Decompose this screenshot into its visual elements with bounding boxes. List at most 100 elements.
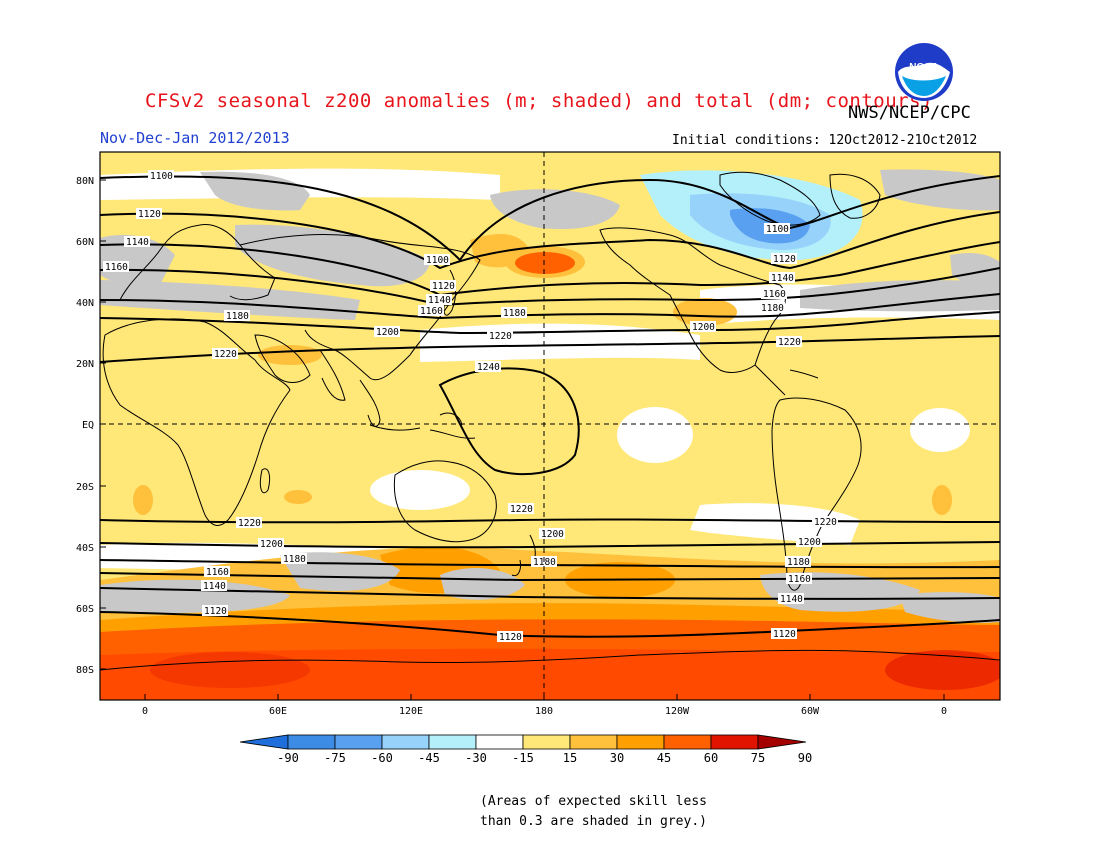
colorbar-tick-label: -90 [277,751,299,765]
svg-text:1220: 1220 [238,518,261,529]
svg-text:1200: 1200 [260,539,283,550]
colorbar-swatch [381,734,430,750]
colorbar-tick-label: 45 [657,751,671,765]
lon-label: 60E [269,706,287,717]
svg-text:1180: 1180 [787,557,810,568]
initial-conditions: Initial conditions: 12Oct2012-21Oct2012 [672,133,978,148]
svg-text:1180: 1180 [283,554,306,565]
svg-text:1200: 1200 [541,529,564,540]
contour-label: 1220 [236,517,262,529]
svg-text:1160: 1160 [420,306,443,317]
contour-label: 1160 [204,566,230,578]
lon-label: 120W [665,706,690,717]
colorbar-tick-label: 90 [798,751,812,765]
contour-labels: 1100 1120 1140 1160 1180 1200 1220 1100 … [103,170,838,643]
lat-label: 40N [76,298,94,309]
colorbar-swatch [428,734,477,750]
contour-label: 1160 [418,305,444,317]
contour-label: 1120 [136,208,162,220]
contour-label: 1200 [796,536,822,548]
colorbar-swatch [569,734,618,750]
contour-label: 1160 [103,261,129,273]
svg-text:1160: 1160 [763,289,786,300]
contour-label: 1140 [426,294,452,306]
lon-label: 0 [941,706,947,717]
contour-label: 1180 [281,553,307,565]
colorbar-tick-label: -60 [371,751,393,765]
lat-label: 20S [76,482,94,493]
svg-text:1140: 1140 [428,295,451,306]
contour-label: 1180 [501,307,527,319]
colorbar-tick-label: -45 [418,751,440,765]
lat-label: 40S [76,543,94,554]
lat-label: 20N [76,359,94,370]
lat-label: 60N [76,237,94,248]
contour-label: 1140 [778,593,804,605]
noaa-logo-text: NOAA [909,62,938,73]
svg-text:1240: 1240 [477,362,500,373]
svg-text:1180: 1180 [503,308,526,319]
lon-label: 180 [535,706,553,717]
colorbar-tick-label: 30 [610,751,624,765]
svg-text:1100: 1100 [150,171,173,182]
svg-text:1120: 1120 [432,281,455,292]
lat-label: 60S [76,604,94,615]
svg-text:1180: 1180 [533,557,556,568]
colorbar-tick-label: 15 [563,751,577,765]
contour-label: 1160 [786,573,812,585]
svg-text:1200: 1200 [376,327,399,338]
svg-text:1120: 1120 [773,629,796,640]
svg-text:1220: 1220 [489,331,512,342]
contour-label: 1200 [539,528,565,540]
colorbar: -90 -75 -60 -45 -30 -15 15 30 45 60 75 90 [239,734,812,765]
svg-text:1200: 1200 [692,322,715,333]
skill-note: (Areas of expected skill less than 0.3 a… [480,792,707,832]
contour-label: 1120 [771,628,797,640]
lon-label: 120E [399,706,423,717]
svg-text:1220: 1220 [814,517,837,528]
longitude-labels: 0 60E 120E 180 120W 60W 0 [142,706,947,717]
colorbar-tick-label: 75 [751,751,765,765]
colorbar-tick-label: 60 [704,751,718,765]
svg-text:1140: 1140 [126,237,149,248]
contour-label: 1220 [776,336,802,348]
colorbar-swatch [475,734,524,750]
svg-text:1140: 1140 [203,581,226,592]
contour-label: 1240 [475,361,501,373]
svg-text:1160: 1160 [206,567,229,578]
contour-label: 1180 [759,302,785,314]
svg-text:1100: 1100 [426,255,449,266]
svg-text:1160: 1160 [105,262,128,273]
colorbar-swatch [522,734,571,750]
svg-text:1200: 1200 [798,537,821,548]
contour-label: 1120 [771,253,797,265]
colorbar-right-arrow [757,734,807,750]
svg-text:1160: 1160 [788,574,811,585]
colorbar-swatch [663,734,712,750]
contour-label: 1100 [764,223,790,235]
contour-label: 1100 [424,254,450,266]
svg-text:1120: 1120 [138,209,161,220]
contour-label: 1140 [124,236,150,248]
lon-label: 60W [801,706,820,717]
contour-label: 1220 [508,503,534,515]
colorbar-left-arrow [239,734,289,750]
contour-label: 1140 [769,272,795,284]
lat-label: EQ [82,420,94,431]
svg-text:1220: 1220 [214,349,237,360]
season-subtitle: Nov-Dec-Jan 2012/2013 [100,129,290,147]
anomaly-shading [100,152,1000,700]
contour-label: 1220 [212,348,238,360]
map-frame [99,151,1001,701]
contour-label: 1200 [690,321,716,333]
contour-label: 1220 [812,516,838,528]
contour-label: 1100 [148,170,174,182]
noaa-logo-sea [902,76,946,96]
svg-text:1220: 1220 [778,337,801,348]
latitude-labels: 80N 60N 40N 20N EQ 20S 40S 60S 80S [76,176,94,676]
agency-label: NWS/NCEP/CPC [848,103,971,123]
colorbar-tick-label: -30 [465,751,487,765]
contour-label: 1220 [487,330,513,342]
svg-text:1120: 1120 [773,254,796,265]
